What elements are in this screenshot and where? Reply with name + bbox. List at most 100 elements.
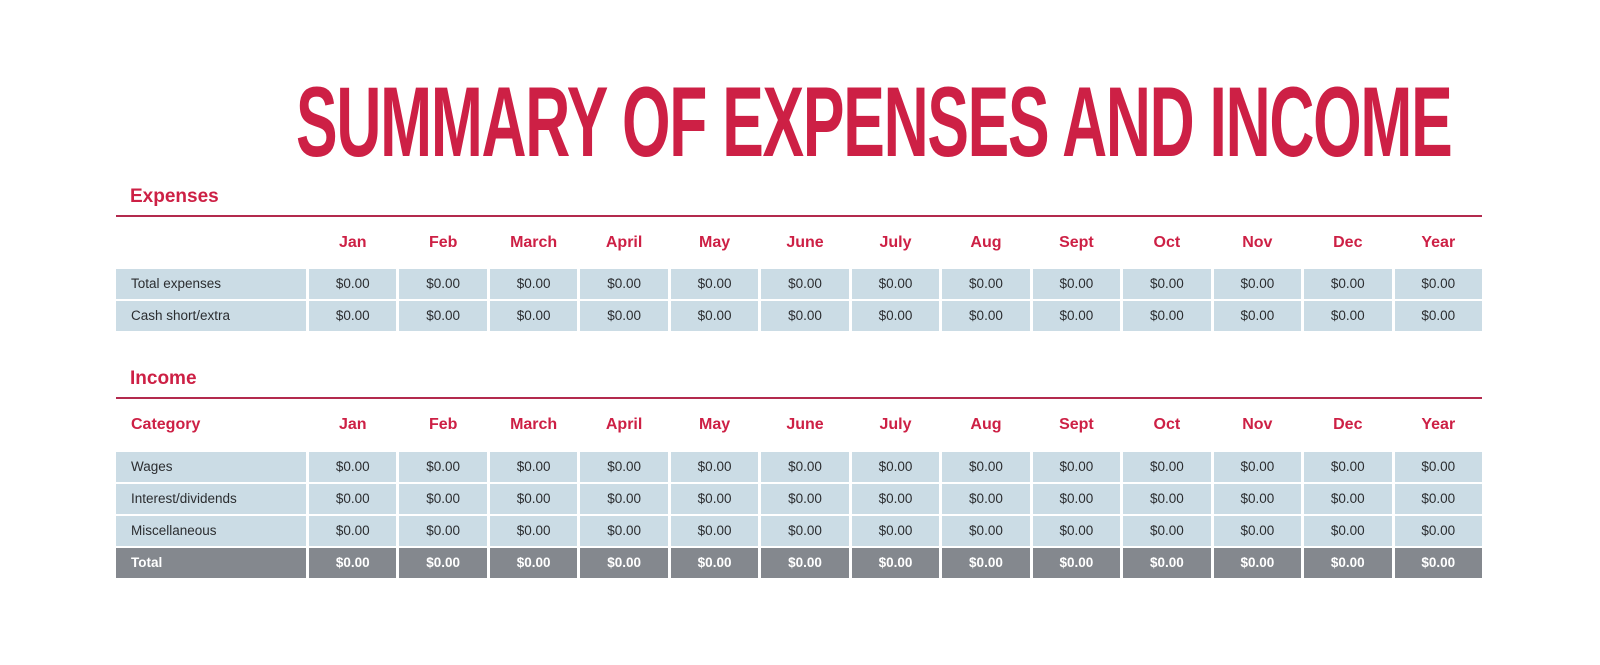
value-cell: $0.00 [1123, 268, 1211, 299]
value-cell: $0.00 [399, 268, 487, 299]
value-cell: $0.00 [580, 300, 668, 331]
total-value-cell: $0.00 [1213, 547, 1302, 578]
total-value-cell: $0.00 [761, 547, 849, 578]
value-cell: $0.00 [851, 515, 940, 546]
value-cell: $0.00 [942, 300, 1030, 331]
value-cell: $0.00 [1032, 300, 1121, 331]
value-cell: $0.00 [1032, 268, 1121, 299]
value-cell: $0.00 [399, 515, 487, 546]
value-cell: $0.00 [851, 451, 940, 482]
row-label-cell: Cash short/extra [116, 300, 306, 331]
total-value-cell: $0.00 [489, 547, 578, 578]
value-cell: $0.00 [1304, 515, 1392, 546]
month-header-cell: July [879, 233, 912, 251]
income-section: Income Category Jan Feb March April May June Ju… [116, 368, 1482, 578]
value-cell: $0.00 [670, 300, 759, 331]
value-cell: $0.00 [309, 451, 397, 482]
corner-header-cell: Category [131, 416, 201, 434]
total-label-cell: Total [116, 547, 306, 578]
month-header-cell: Dec [1333, 233, 1363, 251]
value-cell: $0.00 [309, 483, 397, 514]
value-cell: $0.00 [580, 483, 668, 514]
value-cell: $0.00 [1304, 300, 1392, 331]
value-cell: $0.00 [580, 515, 668, 546]
value-cell: $0.00 [851, 300, 940, 331]
month-header-cell: Dec [1333, 416, 1363, 434]
month-header-cell: Nov [1242, 416, 1273, 434]
value-cell: $0.00 [942, 515, 1030, 546]
value-cell: $0.00 [670, 483, 759, 514]
value-cell: $0.00 [1394, 515, 1482, 546]
value-cell: $0.00 [1123, 300, 1211, 331]
value-cell: $0.00 [1123, 483, 1211, 514]
income-table-body: Wages $0.00 $0.00 $0.00 $0.00 $0.00 $0.00 $0.00… [116, 451, 1482, 578]
value-cell: $0.00 [761, 515, 849, 546]
total-value-cell: $0.00 [1304, 547, 1392, 578]
value-cell: $0.00 [1123, 451, 1211, 482]
expenses-table-body: Total expenses $0.00 $0.00 $0.00 $0.00 $0.00 $… [116, 268, 1482, 331]
value-cell: $0.00 [851, 483, 940, 514]
value-cell: $0.00 [1394, 268, 1482, 299]
value-cell: $0.00 [489, 515, 578, 546]
expenses-header-row: Jan Feb March April May June July Aug Sept Oct Nov… [116, 217, 1482, 269]
value-cell: $0.00 [761, 483, 849, 514]
row-label-cell: Miscellaneous [116, 515, 306, 546]
month-header-cell: Oct [1153, 416, 1181, 434]
value-cell: $0.00 [761, 451, 849, 482]
month-header-cell: Year [1421, 233, 1456, 251]
value-cell: $0.00 [1304, 268, 1392, 299]
total-value-cell: $0.00 [399, 547, 487, 578]
value-cell: $0.00 [399, 300, 487, 331]
value-cell: $0.00 [309, 515, 397, 546]
month-header-cell: Feb [428, 416, 458, 434]
value-cell: $0.00 [942, 451, 1030, 482]
value-cell: $0.00 [1304, 483, 1392, 514]
total-value-cell: $0.00 [1123, 547, 1211, 578]
month-header-cell: Feb [428, 233, 458, 251]
value-cell: $0.00 [1304, 451, 1392, 482]
value-cell: $0.00 [399, 483, 487, 514]
month-header-cell: June [786, 416, 824, 434]
month-header-cell: March [510, 416, 558, 434]
row-label-cell: Total expenses [116, 268, 306, 299]
value-cell: $0.00 [489, 300, 578, 331]
value-cell: $0.00 [1032, 515, 1121, 546]
total-value-cell: $0.00 [670, 547, 759, 578]
month-header-cell: Sept [1059, 233, 1094, 251]
total-value-cell: $0.00 [1032, 547, 1121, 578]
value-cell: $0.00 [1394, 300, 1482, 331]
income-section-title: Income [130, 368, 197, 389]
value-cell: $0.00 [1394, 451, 1482, 482]
month-header-cell: Oct [1153, 233, 1181, 251]
month-header-cell: April [605, 416, 643, 434]
value-cell: $0.00 [670, 515, 759, 546]
income-divider-rule [116, 396, 1482, 399]
month-header-cell: Year [1421, 416, 1456, 434]
month-header-cell: May [699, 233, 731, 251]
value-cell: $0.00 [851, 268, 940, 299]
value-cell: $0.00 [1213, 515, 1302, 546]
month-header-cell: Jan [338, 416, 367, 434]
value-cell: $0.00 [489, 268, 578, 299]
month-header-cell: May [699, 416, 731, 434]
month-header-cell: July [879, 416, 912, 434]
value-cell: $0.00 [670, 451, 759, 482]
total-value-cell: $0.00 [309, 547, 397, 578]
value-cell: $0.00 [670, 268, 759, 299]
value-cell: $0.00 [1032, 451, 1121, 482]
expenses-divider-rule [116, 214, 1482, 217]
month-header-cell: Aug [970, 233, 1002, 251]
value-cell: $0.00 [309, 268, 397, 299]
value-cell: $0.00 [399, 451, 487, 482]
value-cell: $0.00 [1213, 451, 1302, 482]
income-header-row: Category Jan Feb March April May June July Aug Se… [116, 399, 1482, 452]
total-value-cell: $0.00 [1394, 547, 1482, 578]
value-cell: $0.00 [1213, 268, 1302, 299]
expenses-section-title: Expenses [130, 186, 219, 207]
month-header-cell: Jan [338, 233, 367, 251]
month-header-cell: April [605, 233, 643, 251]
month-header-cell: Sept [1059, 416, 1094, 434]
value-cell: $0.00 [761, 268, 849, 299]
value-cell: $0.00 [1213, 483, 1302, 514]
value-cell: $0.00 [580, 451, 668, 482]
